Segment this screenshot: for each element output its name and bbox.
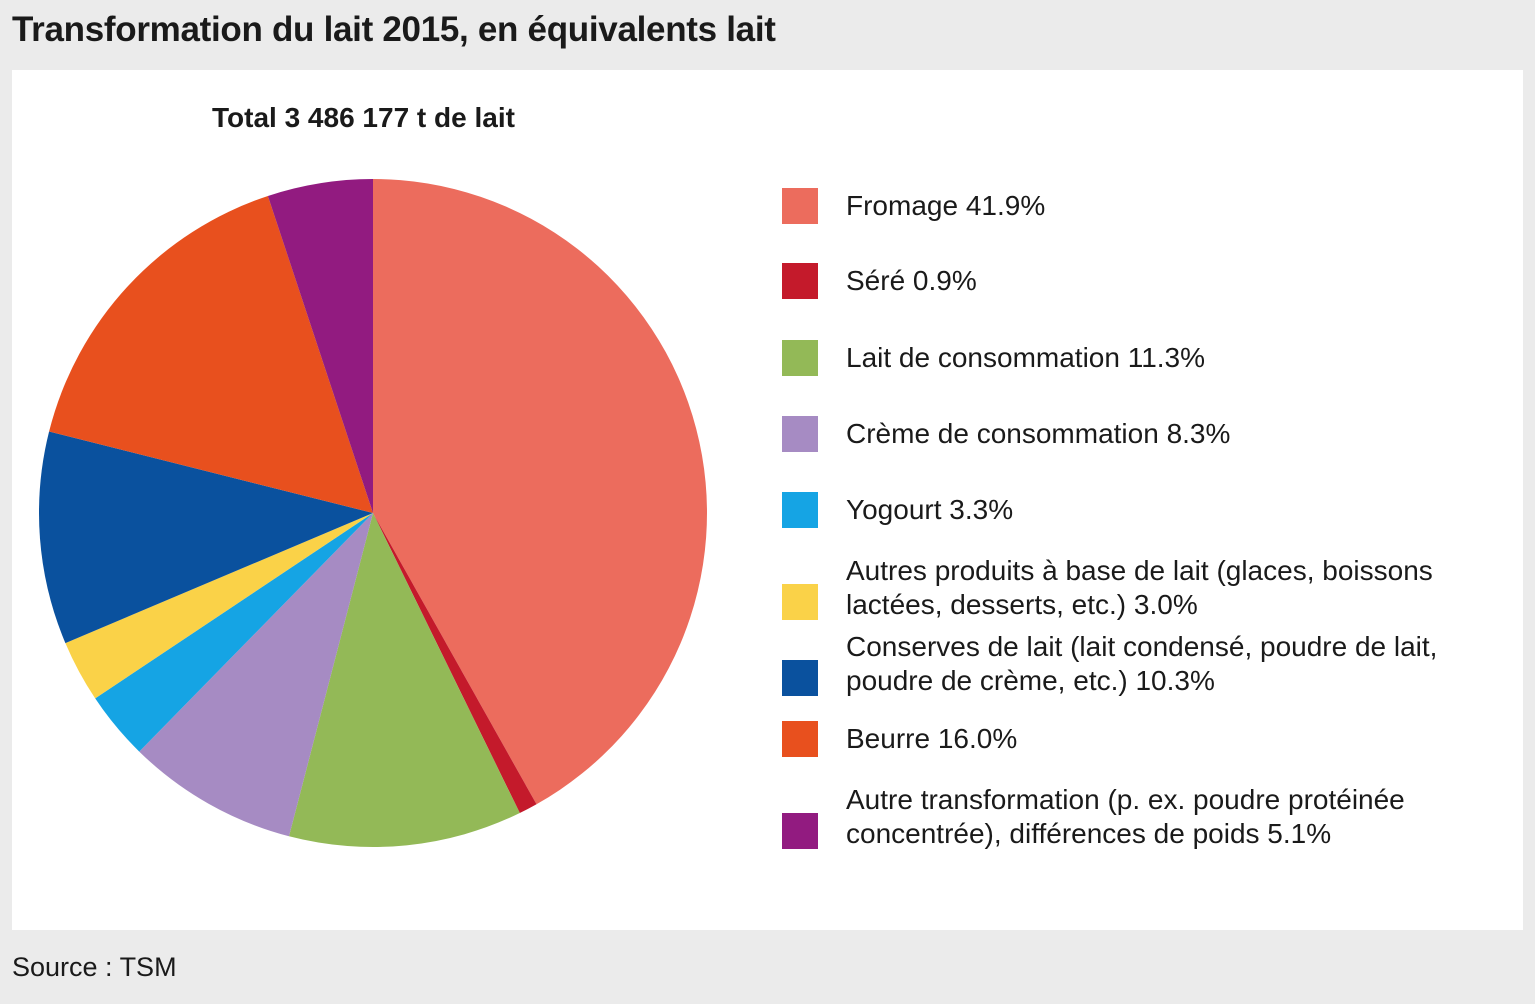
legend-swatch [782,660,818,696]
pie-chart [39,179,708,848]
pie-slice-9 [267,179,373,513]
legend-item: Yogourt 3.3% [782,492,1512,562]
pie-slice-8 [49,195,374,513]
pie-slice-6 [65,513,373,699]
pie-slice-3 [289,513,520,848]
pie-slice-7 [39,431,374,644]
legend-item: Autre transformation (p. ex. poudre prot… [782,783,1512,853]
chart-legend: Fromage 41.9% Séré 0.9% Lait de consommati… [782,70,1512,930]
legend-item: Beurre 16.0% [782,721,1512,791]
legend-label: Séré 0.9% [846,265,977,296]
legend-label: Lait de consommation 11.3% [846,342,1206,373]
legend-swatch [782,340,818,376]
legend-item: Séré 0.9% [782,263,1512,333]
legend-swatch [782,188,818,224]
legend-label: Crème de consommation 8.3% [846,418,1231,449]
legend-swatch [782,721,818,757]
legend-swatch [782,263,818,299]
legend-swatch [782,492,818,528]
pie-slice-1 [373,179,708,805]
pie-slice-4 [139,513,373,837]
legend-label: Beurre 16.0% [846,723,1018,754]
legend-item: Fromage 41.9% [782,188,1512,258]
pie-slice-5 [95,513,374,752]
legend-label: Autre transformation (p. ex. poudre prot… [846,784,1405,849]
legend-item: Autres produits à base de lait (glaces, … [782,554,1512,624]
legend-label: Yogourt 3.3% [846,494,1014,525]
source-note: Source : TSM [12,952,177,982]
legend-swatch [782,584,818,620]
legend-label: Fromage 41.9% [846,190,1046,221]
chart-title: Transformation du lait 2015, en équivale… [12,10,776,49]
legend-swatch [782,813,818,849]
legend-item: Lait de consommation 11.3% [782,340,1512,410]
pie-slice-2 [373,513,537,814]
legend-label: Conserves de lait (lait condensé, poudre… [846,631,1438,696]
chart-subtitle: Total 3 486 177 t de lait [212,102,515,133]
legend-label: Autres produits à base de lait (glaces, … [846,555,1433,620]
legend-swatch [782,416,818,452]
legend-item: Conserves de lait (lait condensé, poudre… [782,630,1512,700]
chart-panel: Total 3 486 177 t de lait Fromage 41.9% S… [12,70,1523,930]
legend-item: Crème de consommation 8.3% [782,416,1512,486]
